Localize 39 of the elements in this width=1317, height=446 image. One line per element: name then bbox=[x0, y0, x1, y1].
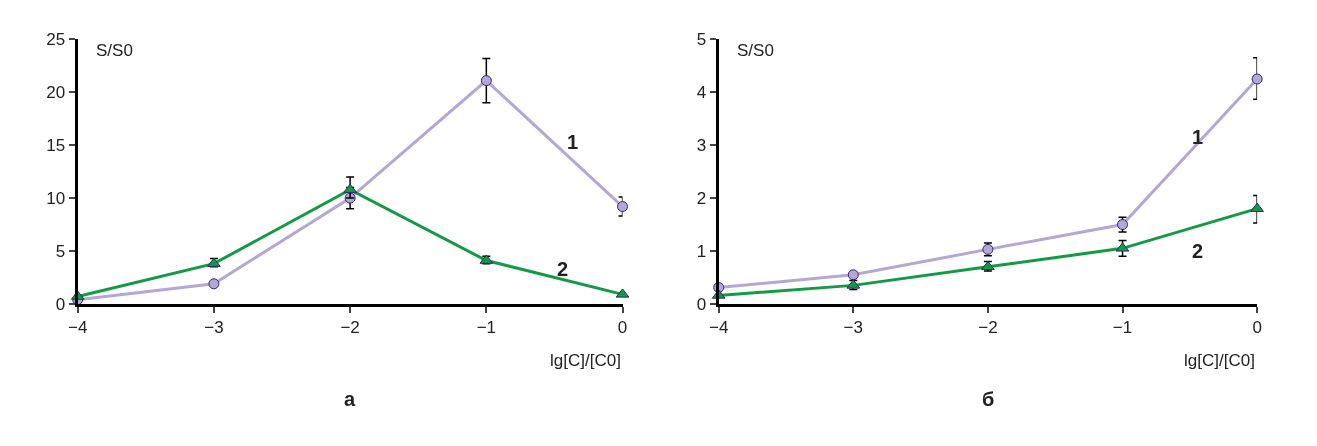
y-tick-label: 0 bbox=[696, 294, 707, 314]
x-tick-label: 0 bbox=[617, 318, 628, 338]
x-tick-label: −2 bbox=[978, 318, 998, 338]
x-tick-label: −1 bbox=[476, 318, 497, 338]
y-tick-label: 1 bbox=[696, 241, 707, 261]
x-tick-label: −3 bbox=[843, 318, 863, 338]
point bbox=[1250, 202, 1264, 212]
y-tick-label: 20 bbox=[46, 83, 66, 103]
x-tick-label: −4 bbox=[67, 318, 88, 338]
y-tick-label: 4 bbox=[696, 83, 707, 103]
point bbox=[617, 201, 629, 213]
text: б bbox=[982, 388, 995, 410]
point bbox=[343, 183, 357, 193]
y-tick-label: 0 bbox=[55, 294, 66, 314]
point bbox=[847, 269, 859, 281]
x-axis-title: lg[C]/[C0] bbox=[550, 351, 621, 370]
y-tick-label: 15 bbox=[46, 136, 66, 156]
y-tick-label: 5 bbox=[55, 241, 66, 261]
y-tick-label: 10 bbox=[46, 189, 66, 209]
text: а bbox=[344, 388, 356, 410]
point bbox=[1251, 73, 1263, 85]
y-tick-label: 5 bbox=[696, 30, 707, 50]
x-tick-label: −3 bbox=[204, 318, 224, 338]
y-axis-title: S/S0 bbox=[96, 41, 133, 60]
x-tick-label: 0 bbox=[1252, 318, 1262, 338]
series-label: 1 bbox=[1192, 126, 1204, 148]
x-axis-title: lg[C]/[C0] bbox=[1184, 351, 1255, 370]
x-tick-label: −4 bbox=[708, 318, 729, 338]
y-tick-label: 25 bbox=[46, 30, 66, 50]
x-tick-label: −2 bbox=[340, 318, 360, 338]
series-label: 2 bbox=[557, 258, 569, 280]
y-tick-label: 3 bbox=[696, 136, 707, 156]
y-axis-title: S/S0 bbox=[737, 41, 774, 60]
series-label: 2 bbox=[1192, 240, 1204, 262]
point bbox=[208, 278, 220, 290]
series-label: 1 bbox=[567, 131, 579, 153]
y-tick-label: 2 bbox=[696, 189, 707, 209]
point bbox=[480, 75, 492, 87]
x-tick-label: −1 bbox=[1112, 318, 1133, 338]
